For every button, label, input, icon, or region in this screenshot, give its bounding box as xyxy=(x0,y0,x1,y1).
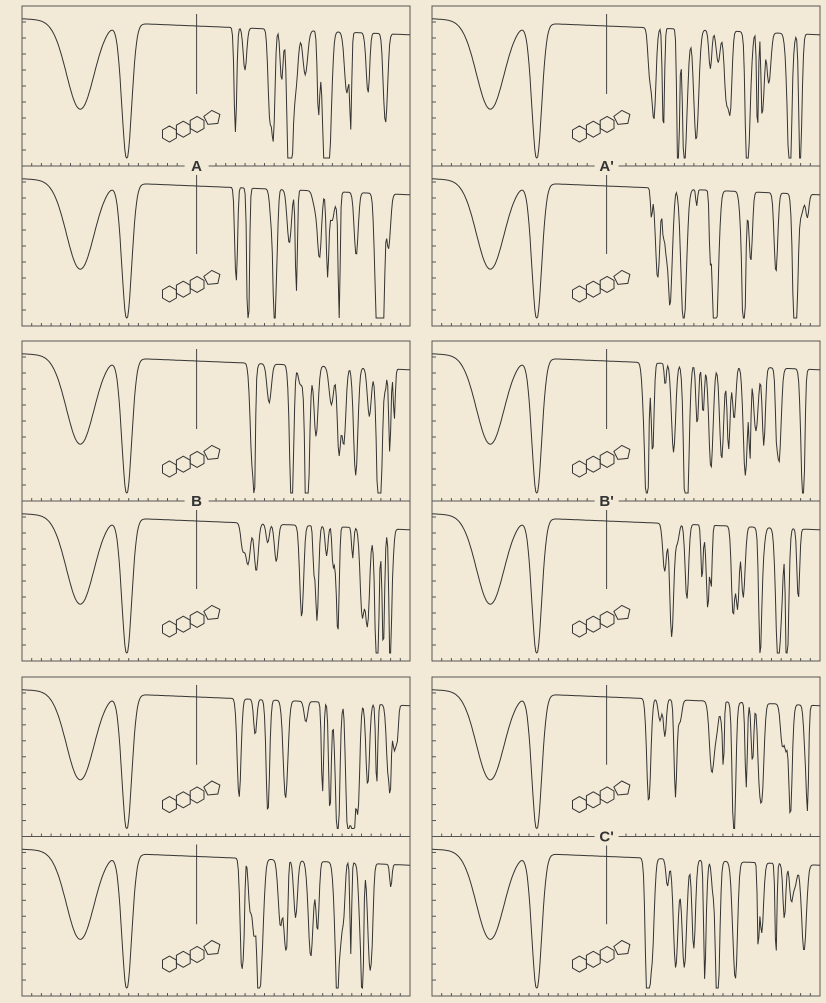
panel-label: B' xyxy=(599,493,613,510)
panel-label: C' xyxy=(599,829,613,846)
panel-label: B xyxy=(191,493,202,510)
figure: A A' B B' C' xyxy=(0,0,826,1003)
panel-label: A xyxy=(191,158,202,175)
page: {"labels": ["A", "A'", "B", "B'", "C'"]}… xyxy=(0,0,826,1003)
panel-label: A' xyxy=(599,158,613,175)
